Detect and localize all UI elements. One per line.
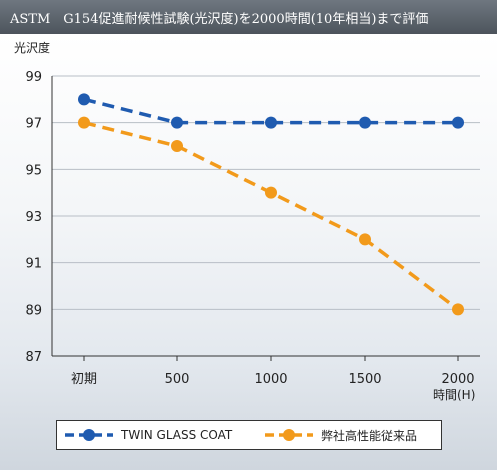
data-point-series-2-4 bbox=[452, 303, 464, 316]
legend-label-series-2: 弊社高性能従来品 bbox=[321, 428, 418, 443]
x-tick-label-1: 500 bbox=[165, 372, 190, 387]
legend-swatch-series-1 bbox=[63, 428, 115, 442]
y-tick-label-97: 97 bbox=[25, 117, 42, 132]
legend-swatch-graphic-1 bbox=[65, 429, 113, 441]
y-tick-label-93: 93 bbox=[25, 210, 42, 225]
data-point-series-2-3 bbox=[359, 233, 371, 246]
data-point-series-1-1 bbox=[171, 116, 183, 129]
y-tick-label-87: 87 bbox=[25, 350, 42, 365]
chart-title: ASTM G154促進耐候性試験(光沢度)を2000時間(10年相当)まで評価 bbox=[0, 0, 497, 34]
data-point-series-2-0 bbox=[78, 116, 90, 129]
y-tick-label-91: 91 bbox=[25, 257, 42, 272]
y-tick-label-89: 89 bbox=[25, 303, 42, 318]
legend-marker-1 bbox=[83, 429, 95, 441]
data-point-series-2-2 bbox=[265, 186, 277, 199]
data-point-series-1-2 bbox=[265, 116, 277, 129]
data-point-series-1-4 bbox=[452, 116, 464, 129]
legend-item-series-2: 弊社高性能従来品 bbox=[263, 421, 417, 449]
data-point-series-1-0 bbox=[78, 93, 90, 106]
legend-marker-2 bbox=[283, 429, 295, 441]
x-tick-label-4: 2000 bbox=[441, 372, 474, 387]
legend: TWIN GLASS COAT 弊社高性能従来品 bbox=[56, 420, 442, 450]
y-tick-label-95: 95 bbox=[25, 163, 42, 178]
series-line-1 bbox=[83, 97, 458, 125]
legend-item-series-1: TWIN GLASS COAT bbox=[63, 421, 232, 449]
x-tick-label-0: 初期 bbox=[71, 372, 97, 387]
x-tick-label-2: 1000 bbox=[254, 372, 287, 387]
plot-background bbox=[0, 34, 497, 470]
y-tick-label-99: 99 bbox=[25, 70, 42, 85]
legend-swatch-graphic-2 bbox=[265, 429, 313, 441]
y-axis-label: 光沢度 bbox=[14, 40, 50, 55]
legend-swatch-series-2 bbox=[263, 428, 315, 442]
x-axis-label: 時間(H) bbox=[433, 388, 475, 402]
x-tick-label-3: 1500 bbox=[348, 372, 381, 387]
data-point-series-1-3 bbox=[359, 116, 371, 129]
legend-label-series-1: TWIN GLASS COAT bbox=[121, 428, 233, 442]
data-point-series-2-1 bbox=[171, 140, 183, 152]
